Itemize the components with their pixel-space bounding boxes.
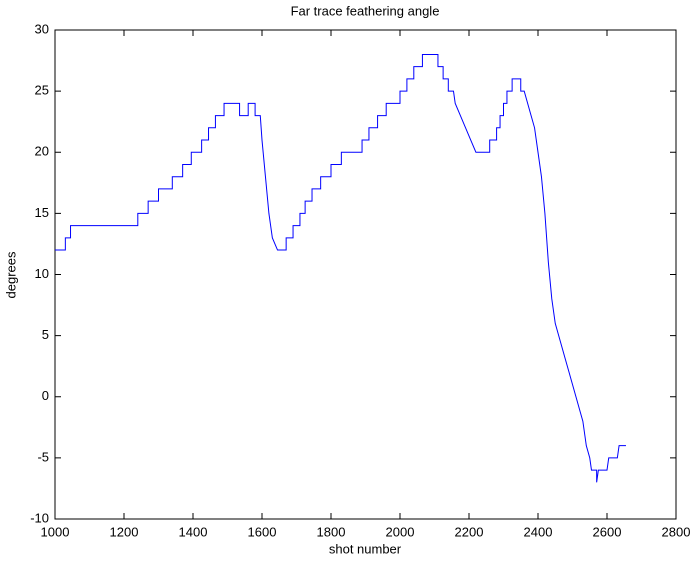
x-tick-label: 1600 xyxy=(248,524,277,539)
y-tick-label: -10 xyxy=(30,510,49,525)
y-axis-label: degrees xyxy=(3,251,18,298)
y-tick-label: 30 xyxy=(35,21,49,36)
y-tick-label: 10 xyxy=(35,266,49,281)
y-tick-label: -5 xyxy=(37,449,49,464)
data-line xyxy=(55,53,626,483)
x-tick-label: 2200 xyxy=(455,524,484,539)
y-tick-label: 0 xyxy=(42,388,49,403)
x-axis-label: shot number xyxy=(329,541,402,556)
x-tick-label: 2800 xyxy=(662,524,691,539)
y-tick-label: 20 xyxy=(35,144,49,159)
x-tick-label: 2000 xyxy=(386,524,415,539)
x-tick-label: 1800 xyxy=(317,524,346,539)
x-tick-label: 2600 xyxy=(593,524,622,539)
x-tick-label: 1200 xyxy=(110,524,139,539)
y-tick-label: 15 xyxy=(35,205,49,220)
x-tick-label: 1400 xyxy=(179,524,208,539)
x-tick-label: 1000 xyxy=(41,524,70,539)
chart-title: Far trace feathering angle xyxy=(291,3,440,18)
x-tick-label: 2400 xyxy=(524,524,553,539)
y-tick-label: 25 xyxy=(35,83,49,98)
y-tick-label: 5 xyxy=(42,327,49,342)
